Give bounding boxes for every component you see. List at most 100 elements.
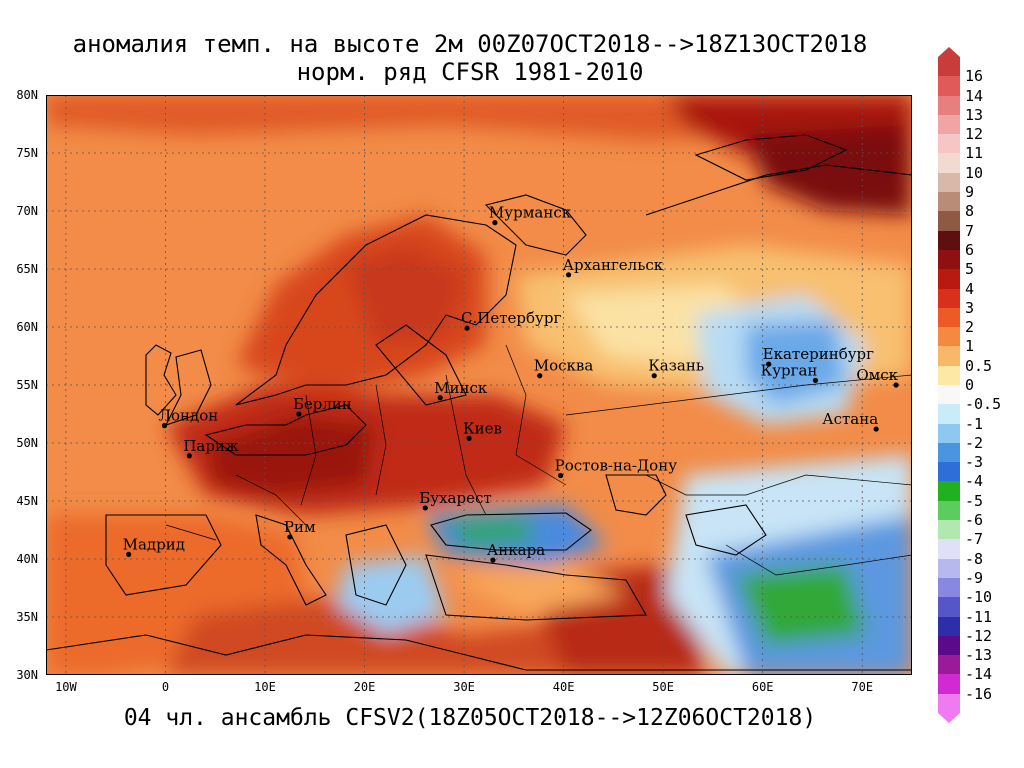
legend-swatch — [938, 597, 960, 618]
legend-label: 0 — [965, 376, 975, 394]
city-dot — [873, 426, 879, 432]
city-dot — [651, 373, 657, 379]
legend-swatch — [938, 577, 960, 598]
legend-swatch — [938, 423, 960, 444]
lat-tick-label: 55N — [16, 378, 38, 392]
lat-tick-label: 30N — [16, 668, 38, 682]
legend-swatch — [938, 95, 960, 116]
legend-label: 8 — [965, 202, 975, 221]
map-canvas: Мурманск Архангельск С.Петербург Москва Каза… — [46, 95, 912, 675]
city-dot — [766, 361, 772, 367]
city-dot — [422, 505, 428, 511]
legend-swatch — [938, 462, 960, 482]
lon-tick-label: 20E — [353, 680, 376, 694]
city-label: С.Петербург — [461, 309, 561, 327]
lon-tick-label: 10E — [254, 680, 276, 694]
legend-label: 4 — [965, 279, 975, 298]
chart-title: аномалия темп. на высоте 2м 00Z07OCT2018… — [72, 30, 868, 58]
lat-tick-label: 45N — [16, 494, 38, 508]
coastline — [46, 134, 912, 671]
legend-bottom-arrow — [938, 713, 960, 723]
legend-label: -7 — [965, 530, 984, 549]
legend-swatch — [938, 76, 960, 97]
legend-label: -11 — [965, 607, 993, 626]
lat-tick-label: 40N — [16, 552, 38, 566]
city-label: Париж — [183, 437, 239, 455]
country-borders — [165, 344, 912, 576]
legend-label: -5 — [965, 491, 984, 510]
map-frame — [46, 95, 912, 675]
legend-label: 14 — [965, 86, 984, 105]
city-dot — [492, 220, 498, 226]
legend-label: 5 — [965, 260, 975, 279]
lat-tick-label: 65N — [16, 262, 38, 276]
city-label: Курган — [761, 361, 818, 379]
legend-swatch — [938, 481, 960, 502]
legend-swatch — [938, 153, 960, 174]
chart-subtitle: норм. ряд CFSR 1981-2010 — [296, 58, 644, 86]
city-label: Екатеринбург — [763, 345, 874, 363]
city-label: Бухарест — [419, 489, 491, 507]
legend-label: -8 — [965, 549, 984, 568]
legend-swatch — [938, 404, 960, 425]
city-dot — [296, 411, 302, 417]
city-dot — [490, 557, 496, 563]
legend-label: 16 — [965, 67, 984, 86]
legend-swatch — [938, 307, 960, 328]
lat-tick-label: 70N — [16, 204, 38, 218]
legend-swatch — [938, 693, 960, 714]
legend-swatch — [938, 172, 960, 193]
legend-top-arrow — [938, 47, 960, 57]
lat-tick-label: 50N — [16, 436, 38, 450]
legend-label: -4 — [965, 472, 984, 491]
city-dot — [558, 472, 564, 479]
lon-tick-label: 30E — [453, 680, 475, 694]
city-dot — [893, 382, 899, 388]
lat-lon-grid — [46, 95, 912, 675]
ensemble-caption: 04 чл. ансамбль CFSV2(18Z05OCT2018-->12Z… — [123, 705, 817, 731]
lon-tick-label: 70E — [851, 680, 874, 694]
legend-label: -10 — [965, 588, 993, 607]
legend-swatch — [938, 558, 960, 579]
city-dot — [126, 551, 132, 557]
city-dot — [537, 373, 543, 379]
legend-label: -6 — [965, 511, 984, 530]
legend-label: 10 — [965, 163, 984, 182]
city-label: Мадрид — [123, 535, 185, 553]
city-dot — [287, 534, 293, 540]
legend-swatch — [938, 385, 960, 405]
legend-label: 11 — [965, 144, 984, 163]
legend-swatch — [938, 674, 960, 695]
legend-label: -14 — [965, 665, 993, 684]
city-label: Киев — [463, 419, 502, 437]
city-label: Минск — [434, 379, 488, 397]
legend-label: -12 — [965, 626, 993, 645]
legend-swatch — [938, 57, 960, 77]
city-label: Ростов-на-Дону — [555, 456, 678, 474]
legend-swatch — [938, 269, 960, 290]
city-label: Казань — [648, 357, 704, 375]
legend-label: -16 — [965, 684, 993, 703]
lon-tick-label: 0 — [161, 680, 170, 694]
city-dot — [565, 272, 572, 278]
city-label: Омск — [856, 366, 898, 384]
legend-label: 7 — [965, 221, 975, 240]
lat-tick-label: 80N — [16, 88, 38, 102]
legend-label: -13 — [965, 646, 993, 665]
legend-swatch — [938, 211, 960, 232]
legend-label: 6 — [965, 240, 975, 259]
legend-swatch — [938, 230, 960, 251]
city-label: Астана — [822, 410, 878, 428]
anomaly-map: Мурманск Архангельск С.Петербург Москва Каза… — [46, 95, 912, 675]
legend-swatch — [938, 616, 960, 637]
legend-swatch — [938, 288, 960, 309]
legend-label: -0.5 — [965, 395, 1002, 414]
lon-tick-label: 60E — [751, 680, 774, 694]
lon-tick-label: 40E — [552, 680, 575, 694]
city-label: Лондон — [158, 407, 218, 425]
legend-label: 12 — [965, 125, 984, 144]
city-label: Рим — [284, 518, 316, 536]
legend-swatch — [938, 134, 960, 154]
legend-label: 0.5 — [965, 356, 993, 375]
legend-label: -3 — [965, 453, 984, 472]
